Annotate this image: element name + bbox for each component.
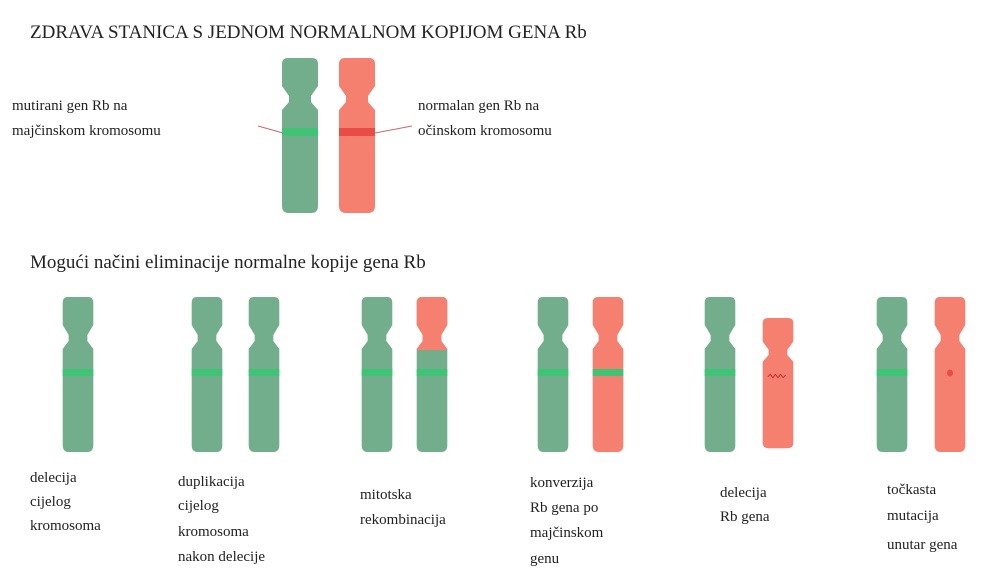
label: očinskom kromosomu xyxy=(418,123,552,139)
chromosome xyxy=(705,297,736,452)
converted-chromosome xyxy=(593,297,624,452)
recombined-chromosome xyxy=(417,297,448,452)
label: majčinskom kromosomu xyxy=(12,123,161,139)
diagram: ZDRAVA STANICA S JEDNOM NORMALNOM KOPIJO… xyxy=(0,0,995,581)
label: mitotska xyxy=(360,487,412,503)
maternal-chromosome xyxy=(282,58,318,213)
label: Rb gena xyxy=(720,509,770,525)
label: nakon delecije xyxy=(178,549,265,565)
pointer xyxy=(375,126,412,133)
paternal-chromosome xyxy=(339,58,375,213)
chromosome xyxy=(192,297,223,452)
chromosome xyxy=(249,297,280,452)
subtitle: Mogući načini eliminacije normalne kopij… xyxy=(30,252,426,273)
label: mutacija xyxy=(887,508,939,524)
label: točkasta xyxy=(887,482,936,498)
label: unutar gena xyxy=(887,537,958,553)
label: delecija xyxy=(720,485,767,501)
label: duplikacija xyxy=(178,474,245,490)
label: majčinskom xyxy=(530,525,604,541)
pointer xyxy=(258,126,283,133)
chromosome xyxy=(877,297,908,452)
label: cijelog xyxy=(30,494,71,510)
label: kromosoma xyxy=(30,518,101,534)
label: konverzija xyxy=(530,475,594,491)
chromosome xyxy=(63,297,94,452)
point-mutation-chromosome xyxy=(935,297,966,452)
label: rekombinacija xyxy=(360,512,446,528)
label: genu xyxy=(530,551,560,567)
label: cijelog xyxy=(178,498,219,514)
label: kromosoma xyxy=(178,524,249,540)
label: delecija xyxy=(30,470,77,486)
label: normalan gen Rb na xyxy=(418,98,540,114)
label: mutirani gen Rb na xyxy=(12,98,128,114)
deleted-chromosome xyxy=(763,318,794,448)
chromosome xyxy=(538,297,569,452)
chromosome xyxy=(362,297,393,452)
title: ZDRAVA STANICA S JEDNOM NORMALNOM KOPIJO… xyxy=(30,22,587,43)
label: Rb gena po xyxy=(530,500,598,516)
